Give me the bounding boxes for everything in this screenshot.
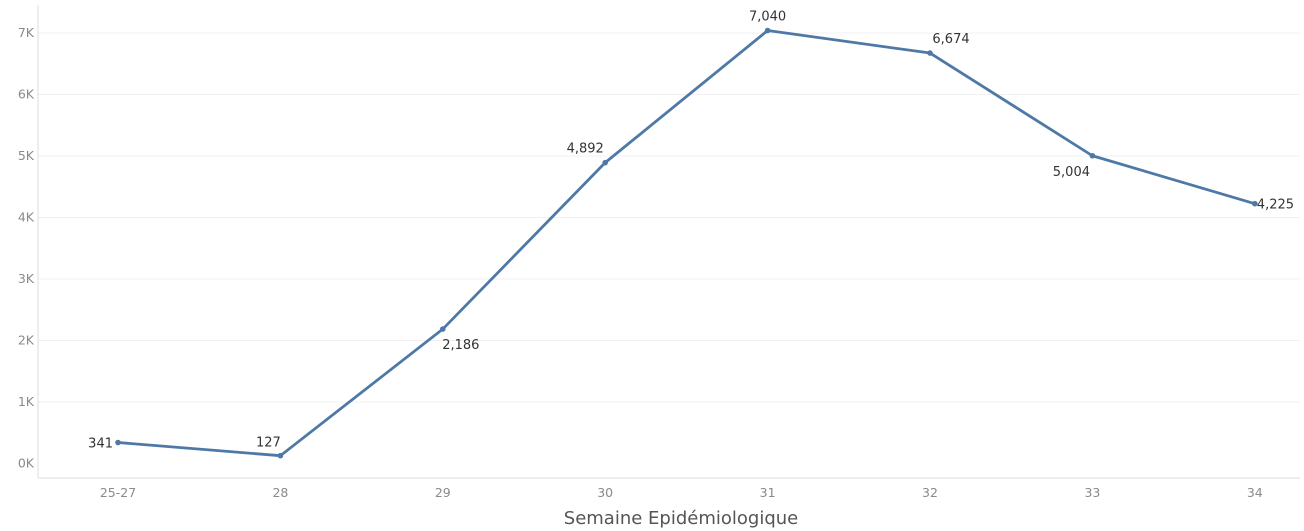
y-tick-label: 0K	[18, 456, 35, 471]
series-line	[116, 29, 1257, 458]
data-point	[927, 50, 933, 56]
y-tick-label: 1K	[18, 394, 35, 409]
x-tick-label: 29	[435, 485, 451, 500]
data-labels: 341 127 2,186 4,892 7,040 6,674 5,004 4,225	[88, 10, 1294, 452]
data-label: 4,225	[1257, 198, 1294, 213]
x-tick-label: 34	[1247, 485, 1263, 500]
data-label: 2,186	[442, 338, 479, 353]
y-tick-label: 3K	[18, 271, 35, 286]
data-label: 6,674	[932, 32, 969, 47]
y-tick-label: 4K	[18, 210, 35, 225]
y-tick-label: 7K	[18, 25, 35, 40]
grid-lines	[38, 32, 1300, 403]
data-point	[1252, 200, 1258, 207]
data-points	[115, 27, 1258, 459]
data-point	[277, 452, 284, 459]
x-tick-label: 31	[760, 485, 776, 500]
data-point	[764, 27, 771, 34]
x-tick-label: 33	[1084, 485, 1100, 500]
x-tick-label: 30	[597, 485, 613, 500]
data-point	[115, 439, 121, 446]
data-label: 341	[88, 437, 113, 452]
data-point	[1089, 152, 1096, 159]
series-line-group	[116, 29, 1257, 458]
y-tick-label: 6K	[18, 87, 35, 102]
y-tick-label: 5K	[18, 148, 35, 163]
x-tick-label: 32	[922, 485, 938, 500]
data-label: 7,040	[749, 10, 786, 25]
data-point	[602, 159, 608, 166]
y-axis: 0K 1K 2K 3K 4K 5K 6K 7K	[18, 5, 39, 478]
x-axis-title: Semaine Epidémiologique	[564, 508, 798, 529]
data-label: 127	[256, 436, 281, 451]
data-label: 5,004	[1053, 165, 1090, 180]
data-label: 4,892	[567, 142, 604, 157]
x-axis: 25-27 28 29 30 31 32 33 34	[38, 477, 1300, 500]
x-tick-label: 28	[272, 485, 288, 500]
y-tick-label: 2K	[18, 333, 35, 348]
x-tick-label: 25-27	[100, 485, 136, 500]
data-point	[440, 326, 446, 332]
